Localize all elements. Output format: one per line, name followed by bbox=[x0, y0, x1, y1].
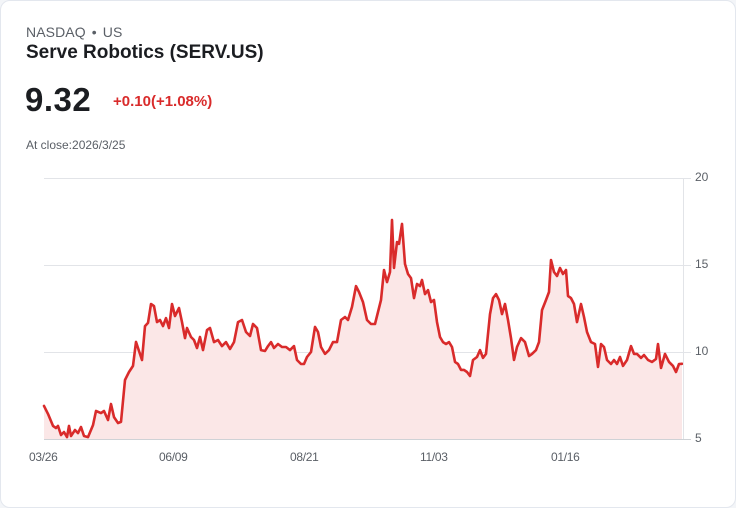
y-tick-label: 10 bbox=[695, 344, 709, 358]
x-tick-label: 08/21 bbox=[290, 450, 319, 464]
exchange-line: NASDAQ • US bbox=[26, 24, 122, 40]
x-tick-label: 06/09 bbox=[159, 450, 188, 464]
y-tick-label: 5 bbox=[695, 431, 702, 445]
price-line bbox=[42, 218, 684, 439]
region-label: US bbox=[102, 24, 123, 40]
exchange-name: NASDAQ bbox=[26, 24, 86, 40]
x-tick-label: 03/26 bbox=[29, 450, 58, 464]
price-chart[interactable]: 20 15 10 5 03/26 06/09 08/21 11/03 01/16 bbox=[1, 161, 736, 471]
y-tick-label: 15 bbox=[695, 257, 709, 271]
price-chart-plot[interactable] bbox=[1, 161, 736, 471]
x-tick-label: 11/03 bbox=[420, 450, 448, 464]
x-tick-label: 01/16 bbox=[551, 450, 580, 464]
separator-dot: • bbox=[91, 24, 97, 40]
y-tick-label: 20 bbox=[695, 170, 709, 184]
current-price: 9.32 bbox=[25, 81, 92, 118]
price-area-fill bbox=[44, 219, 682, 439]
stock-title: Serve Robotics (SERV.US) bbox=[26, 42, 264, 63]
close-timestamp: At close:2026/3/25 bbox=[26, 138, 126, 152]
price-change: +0.10(+1.08%) bbox=[113, 93, 213, 110]
